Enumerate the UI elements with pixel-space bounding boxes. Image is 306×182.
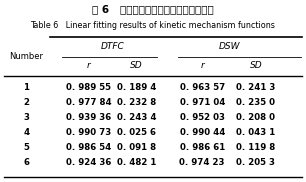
Text: 0. 963 57: 0. 963 57 <box>180 83 225 92</box>
Text: 3: 3 <box>23 113 29 122</box>
Text: 0. 189 4: 0. 189 4 <box>117 83 156 92</box>
Text: Table 6   Linear fitting results of kinetic mechanism functions: Table 6 Linear fitting results of kineti… <box>31 21 275 30</box>
Text: SD: SD <box>130 61 143 70</box>
Text: 表 6   各动力学机理函数的线性拟合结果: 表 6 各动力学机理函数的线性拟合结果 <box>92 5 214 15</box>
Text: 0. 971 04: 0. 971 04 <box>180 98 225 107</box>
Text: 0. 243 4: 0. 243 4 <box>117 113 156 122</box>
Text: 0. 208 0: 0. 208 0 <box>237 113 275 122</box>
Text: 0. 482 1: 0. 482 1 <box>117 158 156 167</box>
Text: 5: 5 <box>23 143 29 152</box>
Text: r: r <box>87 61 91 70</box>
Text: 0. 235 0: 0. 235 0 <box>237 98 275 107</box>
Text: DTFC: DTFC <box>101 42 125 51</box>
Text: 0. 241 3: 0. 241 3 <box>236 83 276 92</box>
Text: r: r <box>200 61 204 70</box>
Text: 1: 1 <box>23 83 29 92</box>
Text: Number: Number <box>9 52 43 61</box>
Text: 6: 6 <box>23 158 29 167</box>
Text: 0. 091 8: 0. 091 8 <box>117 143 156 152</box>
Text: 0. 924 36: 0. 924 36 <box>66 158 112 167</box>
Text: 0. 986 54: 0. 986 54 <box>66 143 111 152</box>
Text: 0. 205 3: 0. 205 3 <box>237 158 275 167</box>
Text: 0. 989 55: 0. 989 55 <box>66 83 111 92</box>
Text: 2: 2 <box>23 98 29 107</box>
Text: 0. 990 44: 0. 990 44 <box>180 128 225 137</box>
Text: 0. 986 61: 0. 986 61 <box>180 143 225 152</box>
Text: 0. 977 84: 0. 977 84 <box>66 98 112 107</box>
Text: 0. 974 23: 0. 974 23 <box>179 158 225 167</box>
Text: 0. 232 8: 0. 232 8 <box>117 98 156 107</box>
Text: 0. 119 8: 0. 119 8 <box>236 143 275 152</box>
Text: 0. 939 36: 0. 939 36 <box>66 113 111 122</box>
Text: DSW: DSW <box>218 42 240 51</box>
Text: 0. 043 1: 0. 043 1 <box>236 128 275 137</box>
Text: 0. 952 03: 0. 952 03 <box>180 113 225 122</box>
Text: SD: SD <box>250 61 262 70</box>
Text: 0. 990 73: 0. 990 73 <box>66 128 111 137</box>
Text: 4: 4 <box>23 128 29 137</box>
Text: 0. 025 6: 0. 025 6 <box>117 128 156 137</box>
